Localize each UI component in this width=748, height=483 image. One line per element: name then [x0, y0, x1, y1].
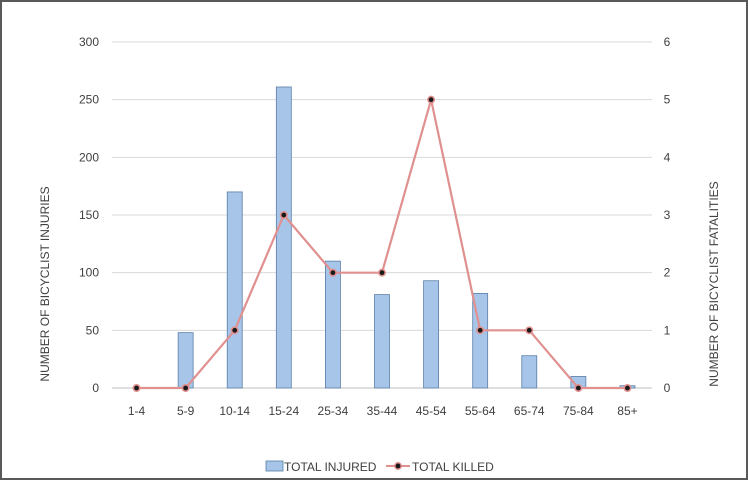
x-tick-label: 15-24 — [268, 404, 299, 418]
x-tick-label: 1-4 — [128, 404, 146, 418]
killed-marker — [230, 326, 239, 335]
bar — [423, 280, 439, 389]
x-tick-label: 5-9 — [177, 404, 195, 418]
x-tick-label: 65-74 — [514, 404, 545, 418]
x-tick-label: 85+ — [617, 404, 637, 418]
y2-axis-title: NUMBER OF BICYCLIST FATALITIES — [707, 181, 721, 386]
killed-marker — [427, 95, 436, 104]
y-tick-label: 300 — [79, 35, 99, 49]
bar — [325, 260, 341, 389]
bar — [177, 332, 194, 389]
y2-tick-label: 4 — [664, 150, 671, 164]
line-series — [132, 95, 632, 392]
killed-marker — [181, 383, 190, 392]
y2-tick-label: 2 — [664, 266, 671, 280]
y-tick-label: 250 — [79, 93, 99, 107]
killed-marker — [377, 268, 386, 277]
legend: TOTAL INJURED TOTAL KILLED — [265, 460, 494, 474]
y2-tick-label: 5 — [664, 93, 671, 107]
legend-label-killed: TOTAL KILLED — [412, 460, 494, 474]
y2-tick-label: 0 — [664, 381, 671, 395]
y2-tick-label: 6 — [664, 35, 671, 49]
x-tick-label: 25-34 — [318, 404, 349, 418]
bar-series — [177, 86, 636, 389]
y-axis-title: NUMBER OF BICYCLIST INJURIES — [38, 186, 52, 381]
right-axis-ticks: 0 1 2 3 4 5 6 — [664, 35, 671, 395]
y-tick-label: 200 — [79, 150, 99, 164]
legend-label-injured: TOTAL INJURED — [284, 460, 377, 474]
y-tick-label: 50 — [86, 323, 100, 337]
x-tick-label: 75-84 — [563, 404, 594, 418]
x-axis-ticks: 1-4 5-9 10-14 15-24 25-34 35-44 45-54 55-64 65-7… — [128, 404, 638, 418]
y-tick-label: 0 — [92, 381, 99, 395]
killed-marker — [476, 326, 485, 335]
x-tick-label: 55-64 — [465, 404, 496, 418]
killed-marker — [623, 383, 632, 392]
killed-marker — [279, 211, 288, 220]
y2-tick-label: 1 — [664, 323, 671, 337]
legend-swatch-injured — [265, 460, 284, 472]
legend-swatch-killed-marker — [394, 462, 402, 470]
y-tick-label: 150 — [79, 208, 99, 222]
y2-tick-label: 3 — [664, 208, 671, 222]
x-tick-label: 45-54 — [416, 404, 447, 418]
y-tick-label: 100 — [79, 266, 99, 280]
bar — [374, 294, 390, 389]
bar — [226, 191, 243, 389]
killed-marker — [132, 383, 141, 392]
killed-marker — [574, 383, 583, 392]
killed-marker — [328, 268, 337, 277]
left-axis-ticks: 0 50 100 150 200 250 300 — [79, 35, 99, 395]
bar — [521, 355, 538, 389]
x-tick-label: 35-44 — [367, 404, 398, 418]
x-tick-label: 10-14 — [219, 404, 250, 418]
bar — [275, 86, 292, 389]
killed-marker — [525, 326, 534, 335]
